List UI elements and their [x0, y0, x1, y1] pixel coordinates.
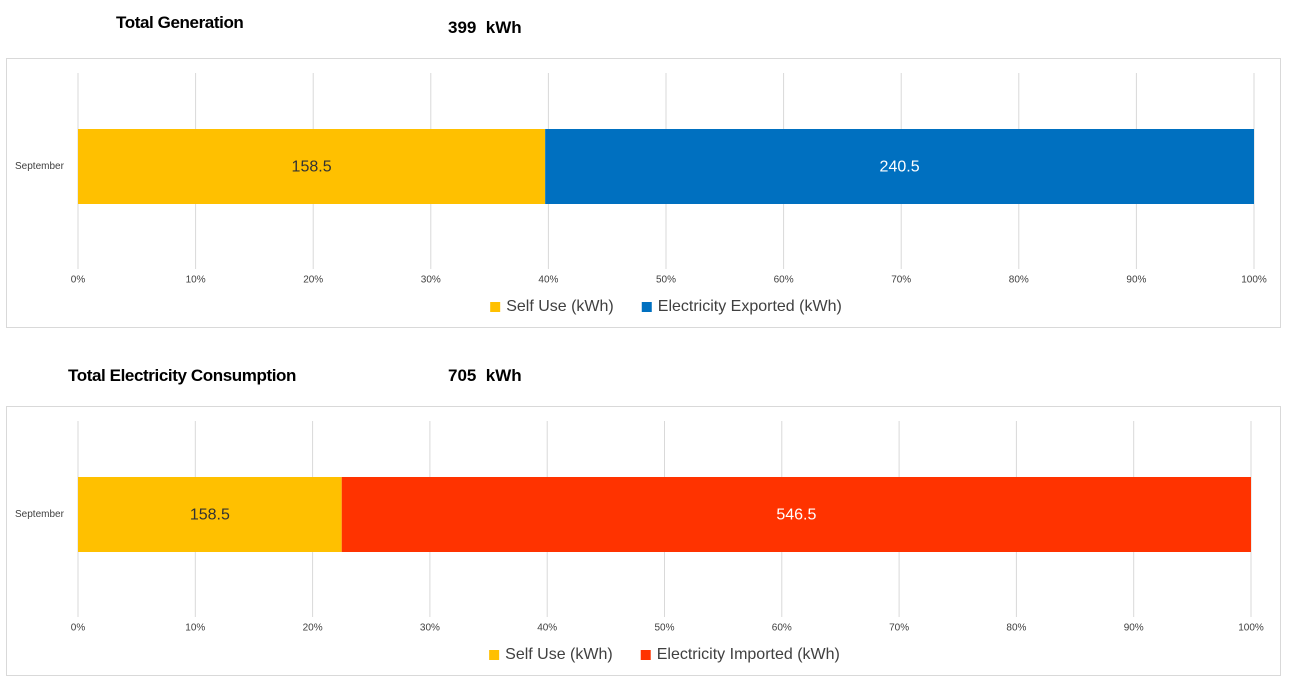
consumption-total: 705 kWh [448, 366, 522, 385]
category-label: September [15, 161, 65, 172]
consumption-chart-frame: 0% 10% 20% 30% 40% 50% 60% 70% 80% 90% 100% Septemb… [6, 406, 1281, 676]
legend-label: Self Use (kWh) [506, 298, 614, 315]
x-tick-label: 40% [537, 623, 557, 634]
legend-swatch [640, 650, 651, 660]
x-tick-label: 30% [420, 623, 440, 634]
generation-total: 399 kWh [448, 18, 522, 37]
x-tick-label: 70% [889, 623, 909, 634]
x-tick-label: 20% [303, 275, 323, 286]
bar-segment [545, 129, 1254, 204]
bar-segment [78, 129, 546, 204]
x-tick-label: 0% [71, 275, 86, 286]
x-tick-label: 60% [774, 275, 794, 286]
consumption-title: Total Electricity Consumption [68, 366, 296, 385]
data-label: 158.5 [190, 507, 230, 524]
x-tick-label: 90% [1124, 623, 1144, 634]
legend-swatch [490, 302, 501, 312]
legend-label: Electricity Imported (kWh) [657, 646, 840, 663]
generation-chart-frame: 0% 10% 20% 30% 40% 50% 60% 70% 80% 90% 100% Septemb… [6, 58, 1281, 328]
generation-title: Total Generation [116, 13, 244, 32]
x-tick-label: 20% [303, 623, 323, 634]
x-tick-label: 100% [1241, 275, 1267, 286]
x-tick-label: 50% [656, 275, 676, 286]
legend-swatch [489, 650, 500, 660]
x-tick-label: 70% [891, 275, 911, 286]
data-label: 240.5 [880, 159, 920, 176]
generation-chart: 0% 10% 20% 30% 40% 50% 60% 70% 80% 90% 100% Septemb… [15, 73, 1267, 315]
x-tick-label: 40% [538, 275, 558, 286]
x-tick-label: 10% [186, 275, 206, 286]
x-tick-label: 10% [185, 623, 205, 634]
x-tick-label: 30% [421, 275, 441, 286]
x-tick-label: 60% [772, 623, 792, 634]
x-tick-label: 50% [654, 623, 674, 634]
bar-segment [341, 477, 1251, 552]
data-label: 158.5 [292, 159, 332, 176]
data-label: 546.5 [776, 507, 816, 524]
legend-swatch [641, 302, 652, 312]
x-tick-label: 80% [1009, 275, 1029, 286]
consumption-chart: 0% 10% 20% 30% 40% 50% 60% 70% 80% 90% 100% Septemb… [15, 421, 1264, 663]
legend-label: Self Use (kWh) [505, 646, 613, 663]
x-tick-label: 90% [1126, 275, 1146, 286]
category-label: September [15, 509, 65, 520]
bar-segment [78, 477, 342, 552]
x-tick-label: 80% [1006, 623, 1026, 634]
x-tick-label: 100% [1238, 623, 1264, 634]
legend-label: Electricity Exported (kWh) [658, 298, 842, 315]
x-tick-label: 0% [71, 623, 86, 634]
